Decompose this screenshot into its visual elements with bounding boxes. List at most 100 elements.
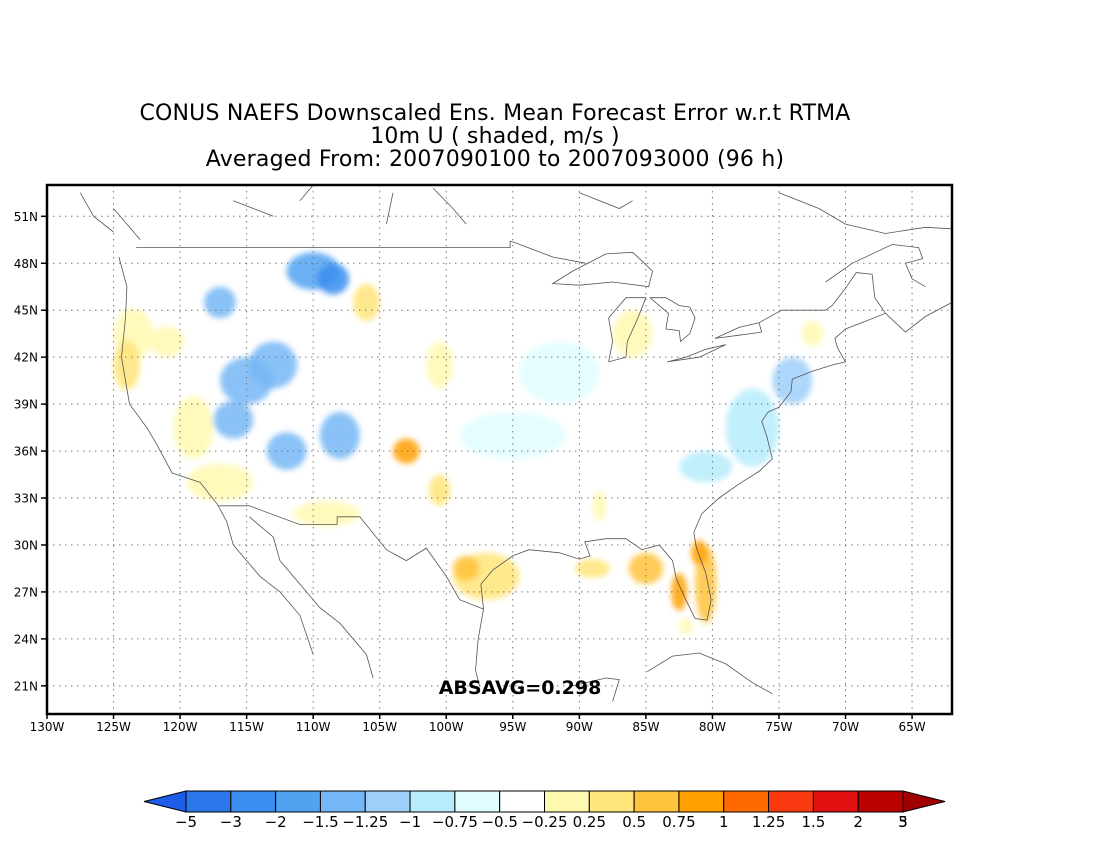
colorbar-label: −2 <box>265 813 287 831</box>
lon-tick-label: 120W <box>163 720 198 734</box>
field-patch <box>317 263 350 295</box>
lon-tick-label: 65W <box>899 720 926 734</box>
lon-tick-label: 85W <box>632 720 659 734</box>
map-frame <box>45 183 954 716</box>
colorbar-label: −0.5 <box>481 813 517 831</box>
colorbar-label: 3 <box>898 813 908 831</box>
coastline-path <box>386 192 394 225</box>
field-patch <box>249 341 298 389</box>
field-patch <box>319 411 360 459</box>
lon-tick-label: 130W <box>30 720 65 734</box>
colorbar-label: 2 <box>853 813 863 831</box>
lon-tick-label: 70W <box>832 720 859 734</box>
field-patch <box>113 339 141 391</box>
colorbar-swatch <box>768 790 814 813</box>
lon-tick-label: 110W <box>296 720 331 734</box>
coastline-path <box>551 251 654 288</box>
coastline-path <box>714 322 763 339</box>
field-patch <box>186 463 254 502</box>
coastline-path <box>778 192 952 234</box>
coastline-path <box>758 272 886 324</box>
field-patch <box>426 341 453 389</box>
coastline-path <box>646 652 773 695</box>
coastline-path <box>608 297 647 363</box>
field-patch <box>459 411 567 459</box>
colorbar-label: 5 <box>898 813 908 831</box>
colorbar-label: 1.25 <box>752 813 785 831</box>
colorbar-swatch <box>454 790 501 813</box>
colorbar-swatch <box>723 790 770 813</box>
coastline-path <box>118 256 314 655</box>
field-patch <box>671 573 688 611</box>
latitude-axis: 51N 48N 45N 42N 39N 36N 33N 30N 27N 24N 21N <box>14 210 47 693</box>
colorbar-swatch <box>499 790 545 813</box>
absavg-annotation: ABSAVG=0.298 <box>439 677 602 699</box>
colorbar-swatch <box>230 790 277 813</box>
coastline-path <box>79 192 114 233</box>
lat-tick-label: 48N <box>14 257 38 271</box>
colorbar-swatch <box>588 790 635 813</box>
field-patch <box>628 552 664 585</box>
field-patch <box>149 325 185 358</box>
colorbar-label: 0.5 <box>622 813 646 831</box>
colorbar-swatch <box>319 790 366 813</box>
lat-tick-label: 33N <box>14 492 38 506</box>
colorbar-label: −1 <box>399 813 421 831</box>
lon-tick-label: 125W <box>96 720 131 734</box>
lat-tick-label: 45N <box>14 304 38 318</box>
lon-tick-label: 100W <box>429 720 464 734</box>
field-patch <box>801 321 823 347</box>
map-title: CONUS NAEFS Downscaled Ens. Mean Forecas… <box>139 101 851 126</box>
longitude-axis: 130W 125W 120W 115W 110W 105W 100W 95W 90W 85W 80W… <box>30 714 926 734</box>
coastline-path <box>667 344 726 363</box>
lon-tick-label: 80W <box>699 720 726 734</box>
field-patch <box>679 618 693 635</box>
coastline-path <box>579 192 633 209</box>
coastline-path <box>249 516 374 679</box>
lon-tick-label: 90W <box>566 720 593 734</box>
field-patch <box>293 501 360 527</box>
field-patch <box>428 474 451 506</box>
colorbar-label: −3 <box>220 813 242 831</box>
field-patch <box>691 540 708 566</box>
colorbar-high-arrow <box>902 790 946 813</box>
map-averaging-period: Averaged From: 2007090100 to 2007093000 … <box>205 147 785 172</box>
colorbar-swatch <box>812 790 859 813</box>
coastline-path <box>475 609 484 686</box>
colorbar-label: −0.75 <box>432 813 478 831</box>
coastline-path <box>649 297 696 343</box>
map-variable: 10m U ( shaded, m/s ) <box>370 124 620 149</box>
lon-tick-label: 95W <box>499 720 526 734</box>
coastlines-borders <box>79 185 952 702</box>
coastline-path <box>572 677 620 702</box>
colorbar-label: 0.75 <box>662 813 695 831</box>
lat-tick-label: 42N <box>14 351 38 365</box>
lat-tick-label: 30N <box>14 538 38 552</box>
title-block: CONUS NAEFS Downscaled Ens. Mean Forecas… <box>0 102 990 171</box>
coastline-path <box>136 240 587 264</box>
coastline-path <box>113 208 141 241</box>
colorbar-swatch <box>544 790 590 813</box>
colorbar-label: −0.25 <box>522 813 568 831</box>
colorbar-swatch <box>275 790 321 813</box>
colorbar-label: 1 <box>719 813 729 831</box>
field-patch <box>612 310 653 358</box>
lon-tick-label: 115W <box>229 720 264 734</box>
field-patch <box>266 432 307 470</box>
field-patch <box>575 559 610 578</box>
shaded-error-field <box>113 247 823 635</box>
coastline-path <box>299 185 314 201</box>
field-patch <box>204 286 236 319</box>
coastline-path <box>218 505 484 610</box>
field-patch <box>173 396 214 459</box>
colorbar-swatch <box>633 790 680 813</box>
field-patch <box>353 283 380 322</box>
coastline-path <box>432 187 467 225</box>
lat-tick-label: 39N <box>14 398 38 412</box>
lat-tick-label: 24N <box>14 632 38 646</box>
field-patch <box>213 400 254 439</box>
lat-tick-label: 21N <box>14 679 38 693</box>
lon-tick-label: 75W <box>765 720 792 734</box>
field-patch <box>393 438 420 464</box>
